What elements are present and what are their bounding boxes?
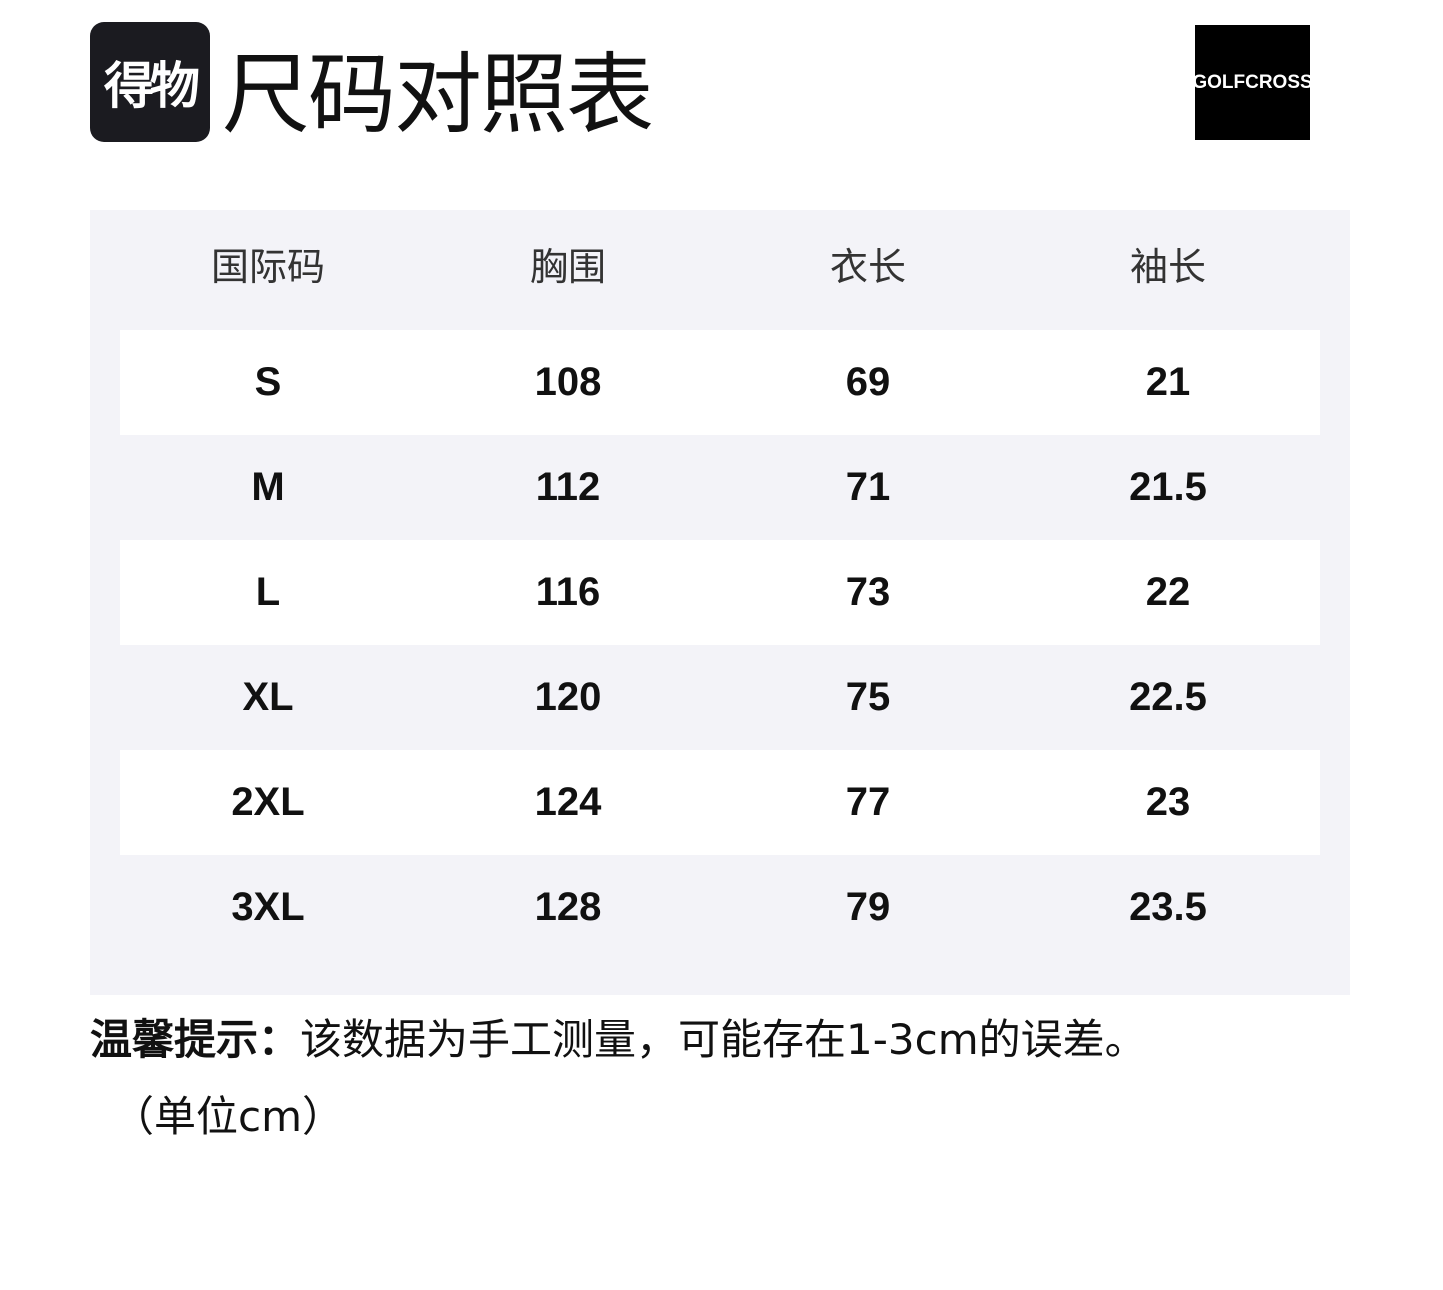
table-row: 2XL 124 77 23	[120, 750, 1320, 855]
table-row: 3XL 128 79 23.5	[120, 855, 1320, 960]
brand-logo: GOLFCROSS	[1192, 25, 1313, 140]
table-cell: 23	[1145, 780, 1191, 824]
table-cell: 108	[534, 360, 602, 404]
table-cell: 22.5	[1129, 675, 1207, 719]
table-cell: 120	[534, 675, 602, 719]
table-cell: 23.5	[1129, 885, 1207, 929]
table-cell: L	[255, 570, 281, 614]
table-cell: 73	[845, 570, 891, 614]
table-cell: 21.5	[1129, 465, 1207, 509]
table-cell: 75	[845, 675, 891, 719]
table-cell: 124	[534, 780, 602, 824]
note-text: 该数据为手工测量，可能存在1-3cm的误差。	[300, 1015, 1147, 1064]
table-cell: 2XL	[231, 780, 305, 824]
table-cell: 3XL	[231, 885, 305, 929]
column-header: 国际码	[210, 245, 325, 289]
table-cell: 21	[1145, 360, 1191, 404]
table-cell: 116	[535, 570, 601, 614]
column-header: 胸围	[529, 245, 606, 289]
column-header: 衣长	[829, 245, 906, 289]
table-cell: 77	[845, 780, 891, 824]
table-cell: S	[254, 360, 282, 404]
title: 尺码对照表	[222, 43, 654, 146]
table-cell: M	[251, 465, 285, 509]
table-cell: 71	[845, 465, 891, 509]
logo: 得物	[90, 22, 210, 142]
table-row: M 112 71 21.5	[120, 435, 1320, 540]
table-cell: 128	[534, 885, 602, 929]
table-cell: 112	[535, 465, 601, 509]
unit-note: （单位cm）	[112, 1092, 345, 1141]
table-row: S 108 69 21	[120, 330, 1320, 435]
table-row: L 116 73 22	[120, 540, 1320, 645]
table-cell: XL	[242, 675, 294, 719]
note: 温馨提示：该数据为手工测量，可能存在1-3cm的误差。	[90, 1010, 1147, 1070]
column-header: 袖长	[1129, 245, 1206, 289]
table-row: XL 120 75 22.5	[120, 645, 1320, 750]
table-cell: 69	[845, 360, 891, 404]
table-cell: 22	[1145, 570, 1191, 614]
table-cell: 79	[845, 885, 891, 929]
size-table: 国际码 胸围 衣长 袖长 S 108 69 21 M 112 71 21.5 L 116 73 22 XL 120…	[90, 210, 1350, 995]
note-label: 温馨提示：	[90, 1015, 301, 1064]
